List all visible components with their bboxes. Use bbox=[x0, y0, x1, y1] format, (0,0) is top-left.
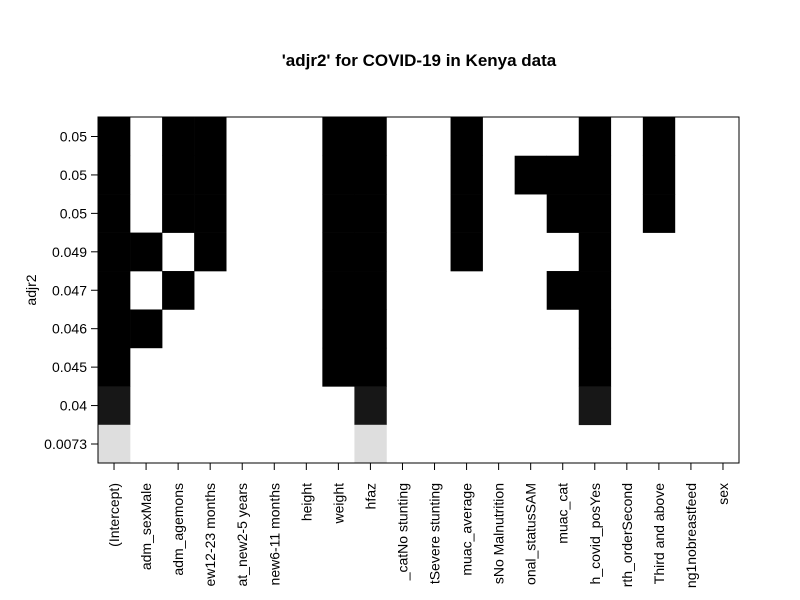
heatmap-cell bbox=[194, 194, 227, 233]
heatmap-cell bbox=[450, 232, 483, 272]
heatmap-cell bbox=[162, 194, 195, 233]
y-tick-label: 0.045 bbox=[52, 359, 87, 375]
heatmap-cell bbox=[578, 194, 612, 233]
heatmap-cell bbox=[130, 309, 163, 349]
heatmap-cell bbox=[514, 155, 547, 195]
heatmap-cell bbox=[546, 155, 580, 195]
y-axis-label: adjr2 bbox=[23, 274, 39, 305]
x-tick-label: rth_orderSecond bbox=[619, 483, 635, 587]
x-tick-label: adm_agemons bbox=[170, 483, 186, 576]
y-axis: 0.05 0.05 0.05 0.049 0.047 0.046 0.045 0.04 0.00… bbox=[44, 129, 98, 452]
x-tick-label: ew12-23 months bbox=[202, 483, 218, 587]
heatmap-cell bbox=[546, 271, 580, 310]
heatmap-cell bbox=[162, 117, 195, 157]
heatmap-cell bbox=[98, 155, 131, 195]
x-tick-label: Third and above bbox=[651, 483, 667, 584]
heatmap-cell bbox=[450, 117, 483, 157]
x-tick-label: height bbox=[298, 483, 314, 521]
heatmap-cell bbox=[354, 347, 387, 387]
heatmap-cell bbox=[354, 117, 387, 157]
heatmap-cell bbox=[578, 309, 612, 349]
heatmap-cell bbox=[354, 424, 387, 464]
heatmap-cell bbox=[194, 155, 227, 195]
heatmap-cell bbox=[98, 232, 131, 272]
heatmap-cell bbox=[642, 194, 676, 233]
heatmap-cell bbox=[322, 194, 355, 233]
heatmap-cell bbox=[450, 194, 483, 233]
y-tick-label: 0.05 bbox=[60, 167, 87, 183]
heatmap-cell bbox=[98, 194, 131, 233]
heatmap-cell bbox=[98, 347, 131, 387]
x-tick-label: onal_statusSAM bbox=[523, 483, 539, 585]
y-tick-label: 0.046 bbox=[52, 321, 87, 337]
heatmap-cell bbox=[578, 155, 612, 195]
heatmap-cell bbox=[578, 232, 612, 272]
heatmap-cell bbox=[642, 117, 676, 157]
heatmap-cell bbox=[354, 155, 387, 195]
heatmap-cell bbox=[194, 232, 227, 272]
heatmap-cell bbox=[322, 309, 355, 349]
heatmap-cell bbox=[98, 386, 131, 426]
y-tick-label: 0.047 bbox=[52, 282, 87, 298]
heatmap-cell bbox=[578, 117, 612, 157]
heatmap-cell bbox=[322, 347, 355, 387]
heatmap-cell bbox=[98, 117, 131, 157]
heatmap-cell bbox=[194, 117, 227, 157]
y-tick-label: 0.0073 bbox=[44, 436, 87, 452]
heatmap-cell bbox=[450, 155, 483, 195]
y-tick-label: 0.049 bbox=[52, 244, 87, 260]
heatmap-cell bbox=[354, 232, 387, 272]
x-tick-label: h_covid_posYes bbox=[587, 483, 603, 584]
heatmap-cell bbox=[98, 424, 131, 464]
heatmap-cell bbox=[578, 347, 612, 387]
x-tick-label: new6-11 months bbox=[266, 483, 282, 585]
x-tick-label: weight bbox=[330, 483, 346, 525]
heatmap-cell bbox=[354, 386, 387, 426]
x-tick-label: adm_sexMale bbox=[138, 483, 154, 570]
y-tick-label: 0.05 bbox=[60, 129, 87, 145]
x-tick-label: ng1nobreastfeed bbox=[683, 483, 699, 588]
x-tick-label: _catNo stunting bbox=[394, 483, 410, 581]
heatmap-cells bbox=[98, 117, 676, 464]
x-tick-label: sex bbox=[715, 483, 731, 505]
x-tick-label: tSevere stunting bbox=[427, 483, 443, 584]
x-tick-label: hfaz bbox=[362, 483, 378, 509]
x-tick-label: (Intercept) bbox=[106, 483, 122, 547]
x-axis: (Intercept) adm_sexMale adm_agemons ew12-23… bbox=[106, 463, 731, 588]
heatmap-cell bbox=[578, 386, 612, 426]
heatmap-cell bbox=[98, 309, 131, 349]
x-tick-label: muac_cat bbox=[555, 483, 571, 544]
heatmap-cell bbox=[546, 194, 580, 233]
heatmap-cell bbox=[322, 117, 355, 157]
x-tick-label: sNo Malnutrition bbox=[491, 483, 507, 584]
heatmap-cell bbox=[162, 271, 195, 310]
heatmap-cell bbox=[130, 232, 163, 272]
heatmap-cell bbox=[354, 271, 387, 310]
heatmap-cell bbox=[642, 155, 676, 195]
x-tick-label: at_new2-5 years bbox=[234, 483, 250, 587]
heatmap-cell bbox=[354, 309, 387, 349]
y-tick-label: 0.05 bbox=[60, 205, 87, 221]
heatmap-cell bbox=[322, 271, 355, 310]
heatmap-cell bbox=[578, 271, 612, 310]
heatmap-cell bbox=[354, 194, 387, 233]
chart-title: 'adjr2' for COVID-19 in Kenya data bbox=[282, 51, 557, 70]
heatmap-cell bbox=[162, 155, 195, 195]
x-tick-label: muac_average bbox=[459, 483, 475, 576]
heatmap-cell bbox=[98, 271, 131, 310]
y-tick-label: 0.04 bbox=[60, 398, 87, 414]
heatmap-cell bbox=[322, 155, 355, 195]
heatmap-cell bbox=[322, 232, 355, 272]
